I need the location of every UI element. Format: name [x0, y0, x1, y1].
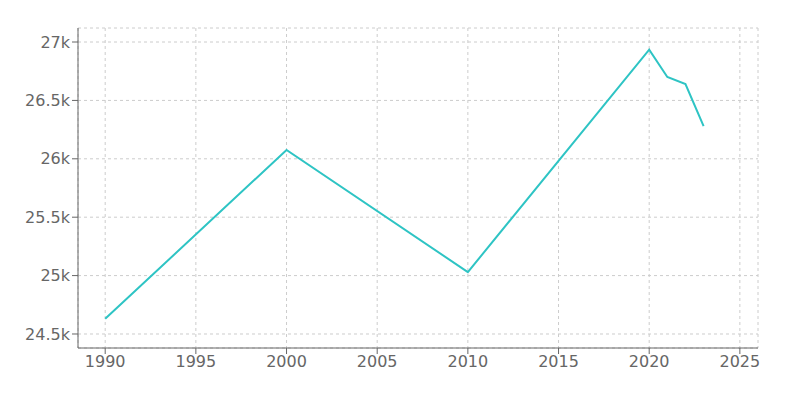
svg-text:1990: 1990	[85, 352, 126, 371]
svg-text:2020: 2020	[629, 352, 670, 371]
svg-text:2000: 2000	[266, 352, 307, 371]
svg-text:2015: 2015	[538, 352, 579, 371]
svg-text:1995: 1995	[176, 352, 217, 371]
svg-text:24.5k: 24.5k	[25, 325, 71, 344]
svg-text:25k: 25k	[40, 266, 70, 285]
svg-text:27k: 27k	[40, 33, 70, 52]
svg-text:26k: 26k	[40, 149, 70, 168]
svg-text:2010: 2010	[448, 352, 489, 371]
svg-text:25.5k: 25.5k	[25, 208, 71, 227]
svg-text:2025: 2025	[720, 352, 761, 371]
svg-text:2005: 2005	[357, 352, 398, 371]
svg-text:26.5k: 26.5k	[25, 91, 71, 110]
